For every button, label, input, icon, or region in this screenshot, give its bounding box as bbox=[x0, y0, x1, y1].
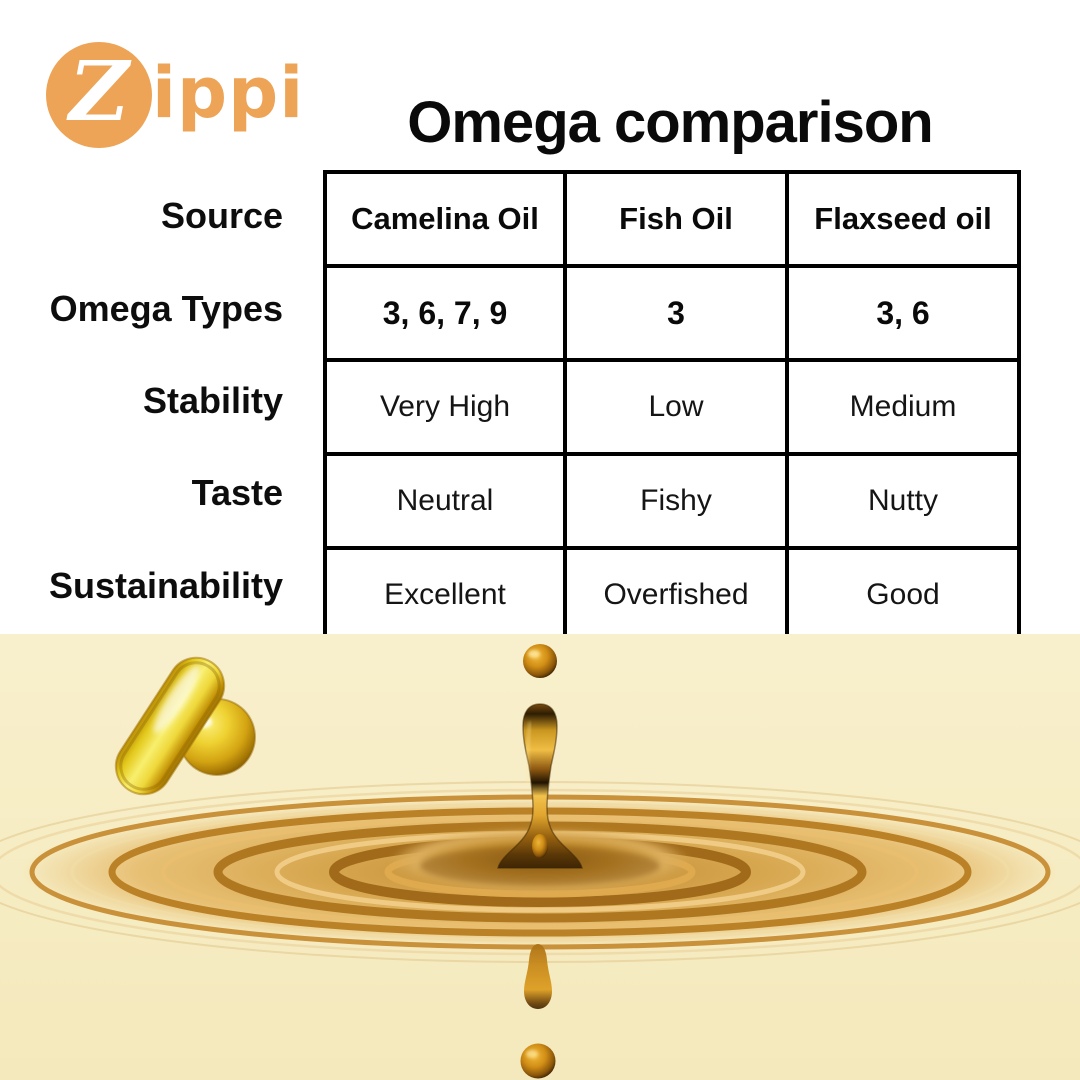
falling-drop bbox=[523, 644, 557, 678]
row-label-source: Source bbox=[160, 195, 283, 237]
splash-column bbox=[497, 703, 583, 869]
secondary-droplet bbox=[532, 834, 548, 858]
row-label-taste: Taste bbox=[191, 472, 283, 514]
table-header-row: Camelina Oil Fish Oil Flaxseed oil bbox=[323, 170, 1021, 268]
header-cell-fish: Fish Oil bbox=[563, 170, 789, 268]
logo-wordmark: ippi bbox=[152, 52, 305, 134]
logo-circle: Z bbox=[46, 42, 152, 148]
table-cell: 3, 6, 7, 9 bbox=[323, 264, 567, 362]
table-cell: Nutty bbox=[785, 452, 1021, 550]
oil-capsule-long bbox=[114, 656, 226, 796]
oil-photo bbox=[0, 634, 1080, 1080]
brand-logo: Z ippi bbox=[46, 40, 326, 160]
table-cell: 3 bbox=[563, 264, 789, 362]
reflection-drop bbox=[524, 944, 552, 1009]
table-cell: Very High bbox=[323, 358, 567, 456]
row-label-stability: Stability bbox=[142, 379, 283, 421]
table-cell: Excellent bbox=[323, 546, 567, 644]
row-label-omega-types: Omega Types bbox=[49, 287, 283, 329]
table-row-omega-types: 3, 6, 7, 9 3 3, 6 bbox=[323, 264, 1021, 362]
comparison-table: Camelina Oil Fish Oil Flaxseed oil 3, 6,… bbox=[323, 170, 1021, 644]
logo-letter-z: Z bbox=[69, 44, 129, 140]
row-label-sustainability: Sustainability bbox=[48, 564, 283, 606]
table-cell: Low bbox=[563, 358, 789, 456]
table-cell: Medium bbox=[785, 358, 1021, 456]
table-cell: Neutral bbox=[323, 452, 567, 550]
table-cell: Good bbox=[785, 546, 1021, 644]
page-title: Omega comparison bbox=[407, 90, 933, 155]
table-cell: 3, 6 bbox=[785, 264, 1021, 362]
table-cell: Overfished bbox=[563, 546, 789, 644]
table-row-stability: Very High Low Medium bbox=[323, 358, 1021, 456]
reflection-sphere bbox=[520, 1043, 556, 1079]
header-cell-flaxseed: Flaxseed oil bbox=[785, 170, 1021, 268]
table-row-sustainability: Excellent Overfished Good bbox=[323, 546, 1021, 644]
table-row-taste: Neutral Fishy Nutty bbox=[323, 452, 1021, 550]
row-label-column: Source Omega Types Stability Taste Susta… bbox=[8, 170, 283, 632]
header-cell-camelina: Camelina Oil bbox=[323, 170, 567, 268]
table-cell: Fishy bbox=[563, 452, 789, 550]
